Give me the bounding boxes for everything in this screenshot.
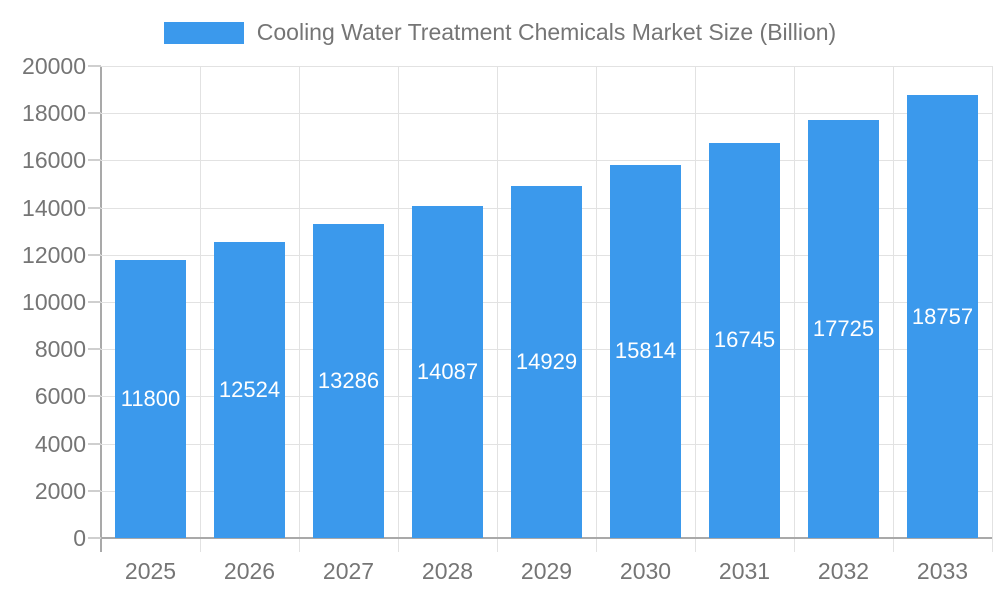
y-tick-label: 12000 xyxy=(22,241,86,268)
v-gridline xyxy=(200,66,201,552)
y-tick-mark xyxy=(88,65,101,67)
y-tick-label: 10000 xyxy=(22,289,86,315)
x-tick-label: 2031 xyxy=(718,558,771,584)
x-tick-label: 2028 xyxy=(421,558,474,584)
y-tick-label: 20000 xyxy=(22,53,86,79)
h-gridline xyxy=(101,160,992,162)
y-tick-mark xyxy=(88,206,101,209)
y-tick-mark xyxy=(88,112,101,115)
v-gridline xyxy=(794,66,795,552)
x-tick-label: 2029 xyxy=(520,558,573,584)
bar[interactable]: 18757 xyxy=(907,95,978,538)
bar-value-label: 15814 xyxy=(614,338,677,364)
v-gridline xyxy=(695,66,696,552)
bar-value-label: 17725 xyxy=(812,315,875,341)
bar-value-label: 14929 xyxy=(515,348,578,374)
y-tick-label: 2000 xyxy=(34,477,86,504)
v-gridline xyxy=(497,66,498,552)
v-gridline xyxy=(893,66,894,552)
bar-value-label: 11800 xyxy=(120,385,181,411)
bar[interactable]: 11800 xyxy=(115,259,186,538)
y-axis-line xyxy=(100,66,102,552)
bar[interactable]: 16745 xyxy=(709,142,780,538)
bar-value-label: 13286 xyxy=(317,368,380,394)
x-tick-label: 2027 xyxy=(322,558,375,584)
bar[interactable]: 14929 xyxy=(511,185,582,538)
y-tick-mark xyxy=(88,537,101,539)
y-tick-mark xyxy=(88,489,101,492)
y-tick-mark xyxy=(88,442,101,445)
x-axis-baseline xyxy=(101,537,992,539)
x-tick-label: 2032 xyxy=(817,558,870,584)
y-tick-mark xyxy=(88,395,101,398)
y-tick-label: 8000 xyxy=(34,336,86,363)
bar[interactable]: 12524 xyxy=(214,242,285,538)
v-gridline xyxy=(596,66,597,552)
y-tick-mark xyxy=(88,301,101,303)
v-gridline xyxy=(398,66,399,552)
y-tick-label: 14000 xyxy=(22,194,86,221)
v-gridline xyxy=(299,66,300,552)
x-tick-label: 2033 xyxy=(916,558,969,584)
bar-value-label: 14087 xyxy=(416,358,479,384)
y-tick-mark xyxy=(88,348,101,351)
bar-value-label: 18757 xyxy=(911,303,974,329)
bar-value-label: 16745 xyxy=(713,327,776,353)
bar[interactable]: 13286 xyxy=(313,224,384,538)
x-tick-label: 2026 xyxy=(223,558,276,584)
bar[interactable]: 15814 xyxy=(610,164,681,538)
x-tick-label: 2030 xyxy=(619,558,672,584)
bar-value-label: 12524 xyxy=(218,377,281,403)
y-tick-label: 18000 xyxy=(22,100,86,127)
y-tick-mark xyxy=(88,159,101,162)
y-tick-label: 4000 xyxy=(34,430,86,457)
x-tick-label: 2025 xyxy=(124,558,177,584)
v-gridline xyxy=(992,66,993,552)
legend-label: Cooling Water Treatment Chemicals Market… xyxy=(256,19,837,45)
legend-swatch xyxy=(163,21,244,44)
bar[interactable]: 17725 xyxy=(808,119,879,538)
h-gridline xyxy=(101,66,992,67)
y-tick-label: 0 xyxy=(73,525,86,551)
h-gridline xyxy=(101,113,992,115)
y-tick-label: 6000 xyxy=(34,383,86,410)
bar[interactable]: 14087 xyxy=(412,205,483,538)
chart-legend[interactable]: Cooling Water Treatment Chemicals Market… xyxy=(0,19,1000,46)
y-tick-label: 16000 xyxy=(22,147,86,174)
y-tick-mark xyxy=(88,253,101,256)
